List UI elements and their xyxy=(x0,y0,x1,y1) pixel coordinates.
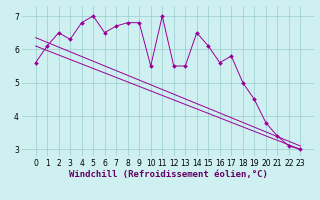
X-axis label: Windchill (Refroidissement éolien,°C): Windchill (Refroidissement éolien,°C) xyxy=(68,170,268,179)
